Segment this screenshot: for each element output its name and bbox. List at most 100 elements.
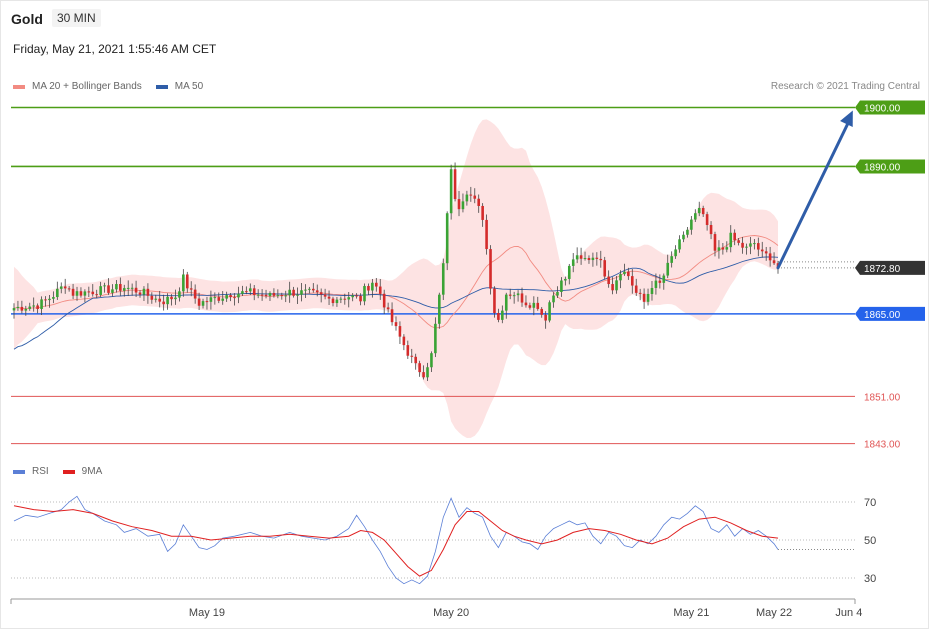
candle-body	[91, 291, 95, 295]
candle	[28, 302, 32, 311]
candle-body	[201, 301, 205, 306]
candle-body	[520, 293, 524, 303]
candle-body	[87, 291, 91, 293]
candle	[634, 278, 638, 296]
candle-body	[178, 291, 181, 298]
candle-body	[268, 292, 272, 297]
candle-body	[272, 292, 276, 296]
candle	[300, 282, 303, 302]
candle-body	[347, 297, 351, 300]
candle	[591, 252, 595, 267]
rsi-ma-line	[13, 505, 779, 577]
candle	[757, 237, 760, 257]
candle	[560, 277, 563, 297]
candle-body	[410, 355, 414, 357]
candle	[142, 286, 146, 302]
candle	[729, 225, 733, 253]
candle-body	[319, 292, 323, 295]
candle-body	[248, 288, 252, 292]
candle	[268, 291, 272, 301]
candle-body	[217, 297, 221, 301]
candle-body	[48, 298, 51, 301]
ma50-legend-label: MA 50	[174, 81, 204, 92]
projection-arrow-head	[840, 110, 853, 128]
candle	[733, 229, 736, 246]
candle	[611, 277, 614, 295]
candle	[410, 348, 414, 364]
candle-body	[524, 302, 528, 306]
candle	[666, 254, 670, 279]
candle-body	[571, 259, 575, 266]
candle-body	[311, 288, 315, 291]
candle	[528, 302, 532, 310]
candle	[209, 290, 213, 310]
candle-body	[717, 247, 721, 251]
candle	[319, 288, 323, 303]
candle-body	[304, 289, 307, 291]
candle	[548, 300, 551, 323]
candle-body	[709, 225, 713, 235]
candle-body	[327, 296, 331, 299]
level-tag: 1851.00	[864, 392, 901, 403]
candle-body	[241, 291, 244, 294]
candle	[311, 283, 315, 293]
rsi-ma-swatch	[62, 469, 75, 474]
candle	[690, 215, 693, 235]
candle-body	[386, 307, 390, 310]
candle-body	[591, 257, 595, 261]
candle-body	[725, 247, 729, 250]
candle	[753, 239, 756, 250]
x-tick-label: May 22	[756, 607, 792, 619]
candle-body	[390, 309, 394, 323]
candle	[343, 293, 347, 305]
candle	[16, 300, 20, 311]
candle	[745, 243, 748, 255]
rsi-tick-label: 70	[864, 497, 876, 509]
candle	[304, 284, 307, 298]
candle-body	[630, 276, 634, 286]
candle-body	[469, 194, 473, 196]
candle-body	[697, 207, 701, 214]
timeframe-badge[interactable]: 30 MIN	[52, 9, 101, 27]
candle	[185, 271, 189, 293]
candle-body	[658, 280, 662, 283]
ma50-swatch	[155, 84, 168, 89]
candle	[394, 316, 398, 331]
candle-body	[536, 302, 540, 309]
candle-body	[453, 169, 457, 200]
candle-body	[398, 326, 402, 337]
level-tag: 1865.00	[855, 306, 925, 321]
candle	[646, 288, 650, 306]
candle-body	[252, 288, 256, 296]
candle-body	[245, 291, 248, 293]
candle-body	[134, 287, 138, 293]
candle	[701, 205, 705, 217]
candle	[599, 250, 603, 268]
candle	[276, 289, 280, 299]
candle-body	[75, 291, 79, 296]
candle	[418, 360, 421, 377]
candle-body	[382, 293, 386, 308]
candle-body	[721, 247, 725, 250]
candle	[398, 321, 402, 345]
candle-body	[449, 169, 453, 214]
candle-body	[745, 246, 748, 248]
level-tag: 1843.00	[864, 440, 901, 451]
candle-body	[465, 194, 469, 202]
candle-body	[753, 243, 756, 245]
candle-body	[406, 345, 410, 356]
candle	[371, 278, 374, 298]
candle-body	[28, 306, 32, 309]
candle	[256, 289, 260, 299]
bollinger-band	[14, 119, 778, 439]
candle-body	[701, 207, 705, 215]
candle-body	[603, 260, 607, 277]
candle	[115, 280, 118, 293]
candle	[48, 295, 51, 308]
candle	[422, 365, 425, 380]
candle-body	[414, 356, 417, 364]
candle-body	[79, 291, 83, 296]
candle	[512, 291, 516, 304]
candle-body	[166, 296, 169, 305]
candle	[630, 268, 634, 294]
